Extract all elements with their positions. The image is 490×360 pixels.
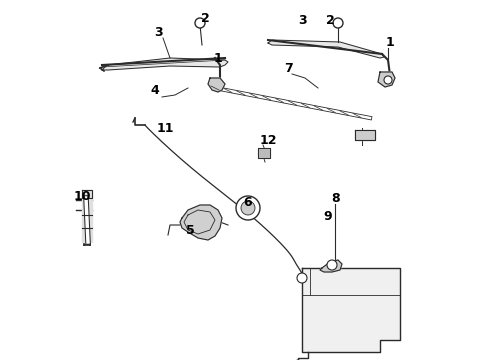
Text: 1: 1 (214, 51, 222, 64)
Text: 3: 3 (298, 14, 306, 27)
Circle shape (236, 196, 260, 220)
Text: 2: 2 (200, 12, 209, 24)
Polygon shape (302, 268, 400, 352)
Polygon shape (355, 130, 375, 140)
Circle shape (241, 201, 255, 215)
Text: 12: 12 (259, 134, 277, 147)
Circle shape (333, 18, 343, 28)
Polygon shape (208, 78, 225, 92)
Polygon shape (180, 205, 222, 240)
Text: 6: 6 (244, 195, 252, 208)
Polygon shape (320, 260, 342, 272)
Circle shape (195, 18, 205, 28)
Text: 7: 7 (284, 62, 293, 75)
Polygon shape (82, 190, 92, 242)
Text: 4: 4 (150, 84, 159, 96)
Text: 1: 1 (386, 36, 394, 49)
Text: 9: 9 (324, 210, 332, 222)
Text: 5: 5 (186, 224, 195, 237)
Circle shape (327, 260, 337, 270)
Polygon shape (268, 40, 384, 58)
Polygon shape (258, 148, 270, 158)
Circle shape (297, 273, 307, 283)
Polygon shape (102, 58, 228, 70)
Text: 11: 11 (156, 122, 174, 135)
Circle shape (384, 76, 392, 84)
Polygon shape (378, 72, 395, 87)
Text: 8: 8 (332, 192, 341, 204)
Text: 10: 10 (73, 189, 91, 202)
Text: 2: 2 (326, 14, 334, 27)
Text: 3: 3 (154, 26, 162, 39)
